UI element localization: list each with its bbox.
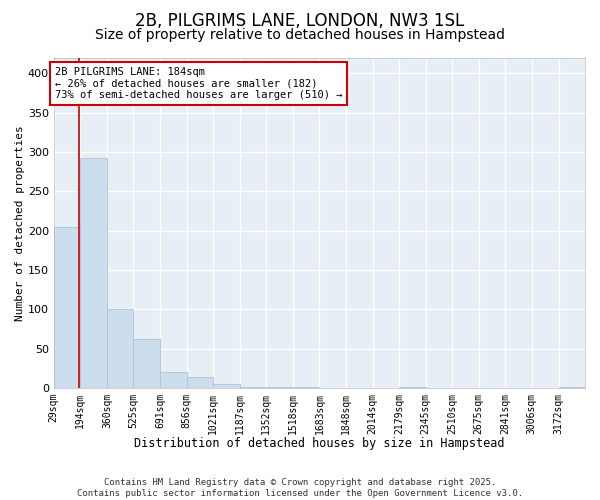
Bar [240,386,266,388]
Text: Size of property relative to detached houses in Hampstead: Size of property relative to detached ho… [95,28,505,42]
Text: 2B, PILGRIMS LANE, LONDON, NW3 1SL: 2B, PILGRIMS LANE, LONDON, NW3 1SL [136,12,464,30]
Bar [213,384,240,388]
Text: Contains HM Land Registry data © Crown copyright and database right 2025.
Contai: Contains HM Land Registry data © Crown c… [77,478,523,498]
X-axis label: Distribution of detached houses by size in Hampstead: Distribution of detached houses by size … [134,437,505,450]
Bar [160,372,187,388]
Bar [107,310,133,388]
Text: 2B PILGRIMS LANE: 184sqm
← 26% of detached houses are smaller (182)
73% of semi-: 2B PILGRIMS LANE: 184sqm ← 26% of detach… [55,67,342,100]
Bar [133,340,160,388]
Y-axis label: Number of detached properties: Number of detached properties [15,125,25,320]
Bar [54,227,80,388]
Bar [187,377,213,388]
Bar [80,158,107,388]
